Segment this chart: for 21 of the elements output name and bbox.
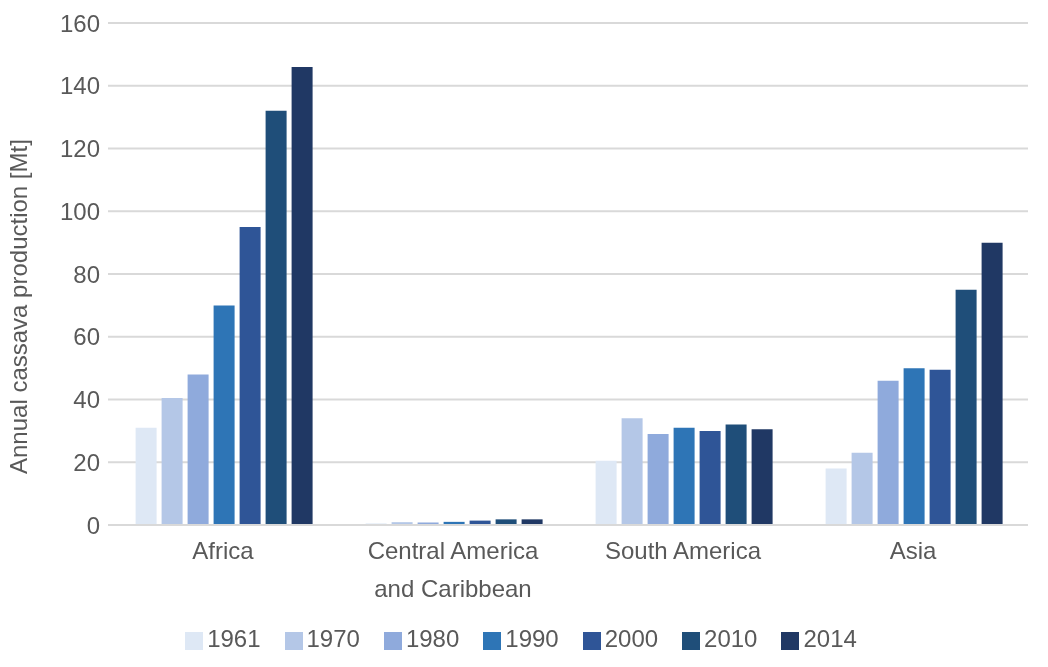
y-tick-label: 20 — [73, 448, 100, 476]
y-axis-title: Annual cassava production [Mt] — [4, 139, 32, 474]
x-tick-label: Asia — [889, 537, 937, 564]
legend-label: 2014 — [803, 625, 857, 652]
legend-label: 1980 — [405, 625, 460, 652]
legend-label: 1961 — [207, 625, 261, 652]
y-tick-label: 160 — [59, 9, 100, 37]
y-tick-label: 80 — [73, 260, 100, 288]
legend-label: 1970 — [306, 625, 360, 652]
x-tick-label: Africa — [192, 537, 255, 564]
y-tick-label: 40 — [73, 386, 100, 414]
y-tick-label: 0 — [86, 511, 100, 539]
x-tick-label: Central America and Caribbean — [367, 537, 540, 602]
legend-label: 2010 — [704, 625, 758, 652]
y-tick-label: 60 — [73, 323, 100, 351]
y-tick-label: 120 — [59, 135, 100, 163]
legend-label: 1990 — [505, 625, 559, 652]
y-tick-label: 100 — [59, 197, 100, 225]
x-tick-label: South America — [604, 537, 762, 564]
y-tick-label: 140 — [59, 72, 100, 100]
legend-label: 2000 — [604, 625, 659, 652]
